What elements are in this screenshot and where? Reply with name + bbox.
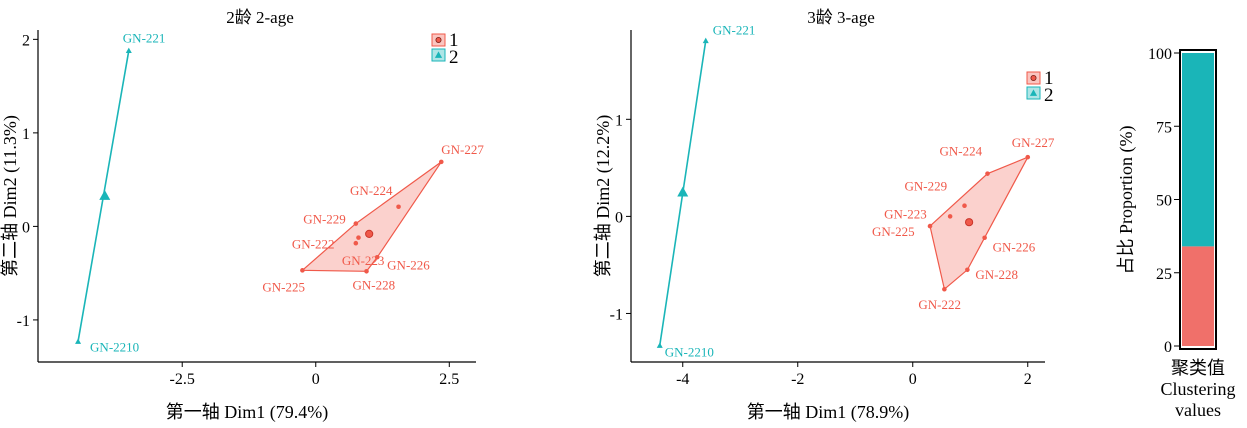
point-label: GN-225 <box>262 279 305 294</box>
point-label: GN-222 <box>292 237 335 252</box>
x-axis-label-line: 聚类值 <box>1171 358 1225 378</box>
point-label: GN-221 <box>713 23 756 38</box>
cluster-2-centroid <box>677 186 689 197</box>
y-tick-label: 50 <box>1156 193 1172 210</box>
point-label: GN-227 <box>441 142 484 157</box>
x-axis-label-line: Clustering <box>1161 379 1236 399</box>
cluster-2-centroid <box>99 190 111 200</box>
y-tick-label: 0 <box>1164 339 1172 356</box>
cluster-1-point <box>947 214 953 219</box>
point-label: GN-225 <box>872 224 915 239</box>
legend-label-2: 2 <box>1044 85 1054 106</box>
cluster-1-hull <box>300 161 442 272</box>
y-axis-label: 占比 Proportion (%) <box>1116 126 1137 275</box>
x-axis-label: 第一轴 Dim1 (78.9%) <box>747 402 909 423</box>
x-tick-label: 0 <box>909 371 917 388</box>
cluster-2-point <box>702 37 709 44</box>
cluster-2-point <box>75 338 82 344</box>
cluster-1-point <box>364 268 369 274</box>
chart-title: 2龄 2-age <box>226 8 294 27</box>
cluster-1-point <box>438 159 444 165</box>
x-tick-label: 2.5 <box>439 371 459 388</box>
cluster-1-point <box>353 221 359 226</box>
legend-marker-1 <box>1030 75 1037 82</box>
point-label: GN-228 <box>975 267 1018 282</box>
point-label: GN-2210 <box>665 344 714 359</box>
y-tick-label: 25 <box>1156 266 1172 283</box>
cluster-1-point <box>374 254 380 260</box>
y-tick-label: 0 <box>615 209 623 226</box>
y-tick-label: -1 <box>17 313 30 330</box>
legend-label-1: 1 <box>1044 68 1054 89</box>
x-tick-label: -2 <box>791 371 804 388</box>
cluster-1-point <box>396 204 401 210</box>
legend-marker-1 <box>435 37 442 44</box>
y-tick-label: 75 <box>1156 119 1172 136</box>
bar-segment-2 <box>1182 53 1214 247</box>
x-tick-label: 2 <box>1024 371 1032 388</box>
cluster-1-point <box>300 268 305 273</box>
point-label: GN-226 <box>387 257 430 272</box>
x-tick-label: -2.5 <box>170 371 195 388</box>
bar-segment-1 <box>1182 246 1214 346</box>
point-label: GN-223 <box>884 206 927 221</box>
cluster-1-point <box>942 286 947 292</box>
legend: 12 <box>1026 68 1054 106</box>
cluster-1-point <box>356 235 361 240</box>
point-label: GN-228 <box>353 277 396 292</box>
point-label: GN-2210 <box>90 339 139 354</box>
y-tick-label: -1 <box>610 306 623 323</box>
point-label: GN-224 <box>350 183 393 198</box>
chart-title: 3龄 3-age <box>807 8 875 27</box>
point-label: GN-229 <box>303 212 346 227</box>
cluster-1-point <box>965 267 970 273</box>
y-tick-label: 100 <box>1148 46 1172 63</box>
cluster-1-point <box>962 203 967 209</box>
cluster-2-point <box>125 47 132 53</box>
legend-marker-2 <box>1029 89 1038 96</box>
cluster-2-point <box>656 342 663 348</box>
y-tick-label: 2 <box>22 32 30 49</box>
x-tick-label: 0 <box>312 371 320 388</box>
point-label: GN-226 <box>993 240 1036 255</box>
y-axis-label: 第二轴 Dim2 (12.2%) <box>593 115 614 277</box>
cluster-1-point <box>985 171 990 176</box>
y-tick-label: 1 <box>615 112 623 129</box>
legend-label-1: 1 <box>449 30 459 51</box>
cluster-1-point <box>353 240 359 246</box>
legend: 12 <box>431 30 459 68</box>
y-tick-label: 1 <box>22 126 30 143</box>
x-tick-label: -4 <box>676 371 689 388</box>
point-label: GN-222 <box>918 297 961 312</box>
cluster-1-point <box>982 235 987 241</box>
cluster-1-centroid <box>965 218 974 227</box>
y-tick-label: 0 <box>22 219 30 236</box>
scatter-panel-2: -4 -2 0 2 -1 0 1 3龄 3-age 第一轴 Dim1 (78.9%) 第二轴 Di… <box>593 8 1055 423</box>
point-label: GN-224 <box>940 144 983 159</box>
x-axis-label-line: values <box>1175 400 1221 420</box>
cluster-1-point <box>927 223 933 229</box>
point-label: GN-221 <box>123 31 166 46</box>
cluster-1-point <box>1025 154 1031 160</box>
point-label: GN-223 <box>342 253 385 268</box>
point-label: GN-227 <box>1012 135 1055 150</box>
legend-label-2: 2 <box>449 47 459 68</box>
point-label: GN-229 <box>905 179 948 194</box>
y-axis-label: 第二轴 Dim2 (11.3%) <box>0 115 21 277</box>
x-axis-label: 第一轴 Dim1 (79.4%) <box>166 402 328 423</box>
cluster-1-centroid <box>365 229 374 238</box>
proportion-bar-panel: 0 25 50 75 100 占比 Proportion (%) 聚类值Clustering… <box>1116 46 1236 420</box>
legend-marker-2 <box>434 51 443 58</box>
